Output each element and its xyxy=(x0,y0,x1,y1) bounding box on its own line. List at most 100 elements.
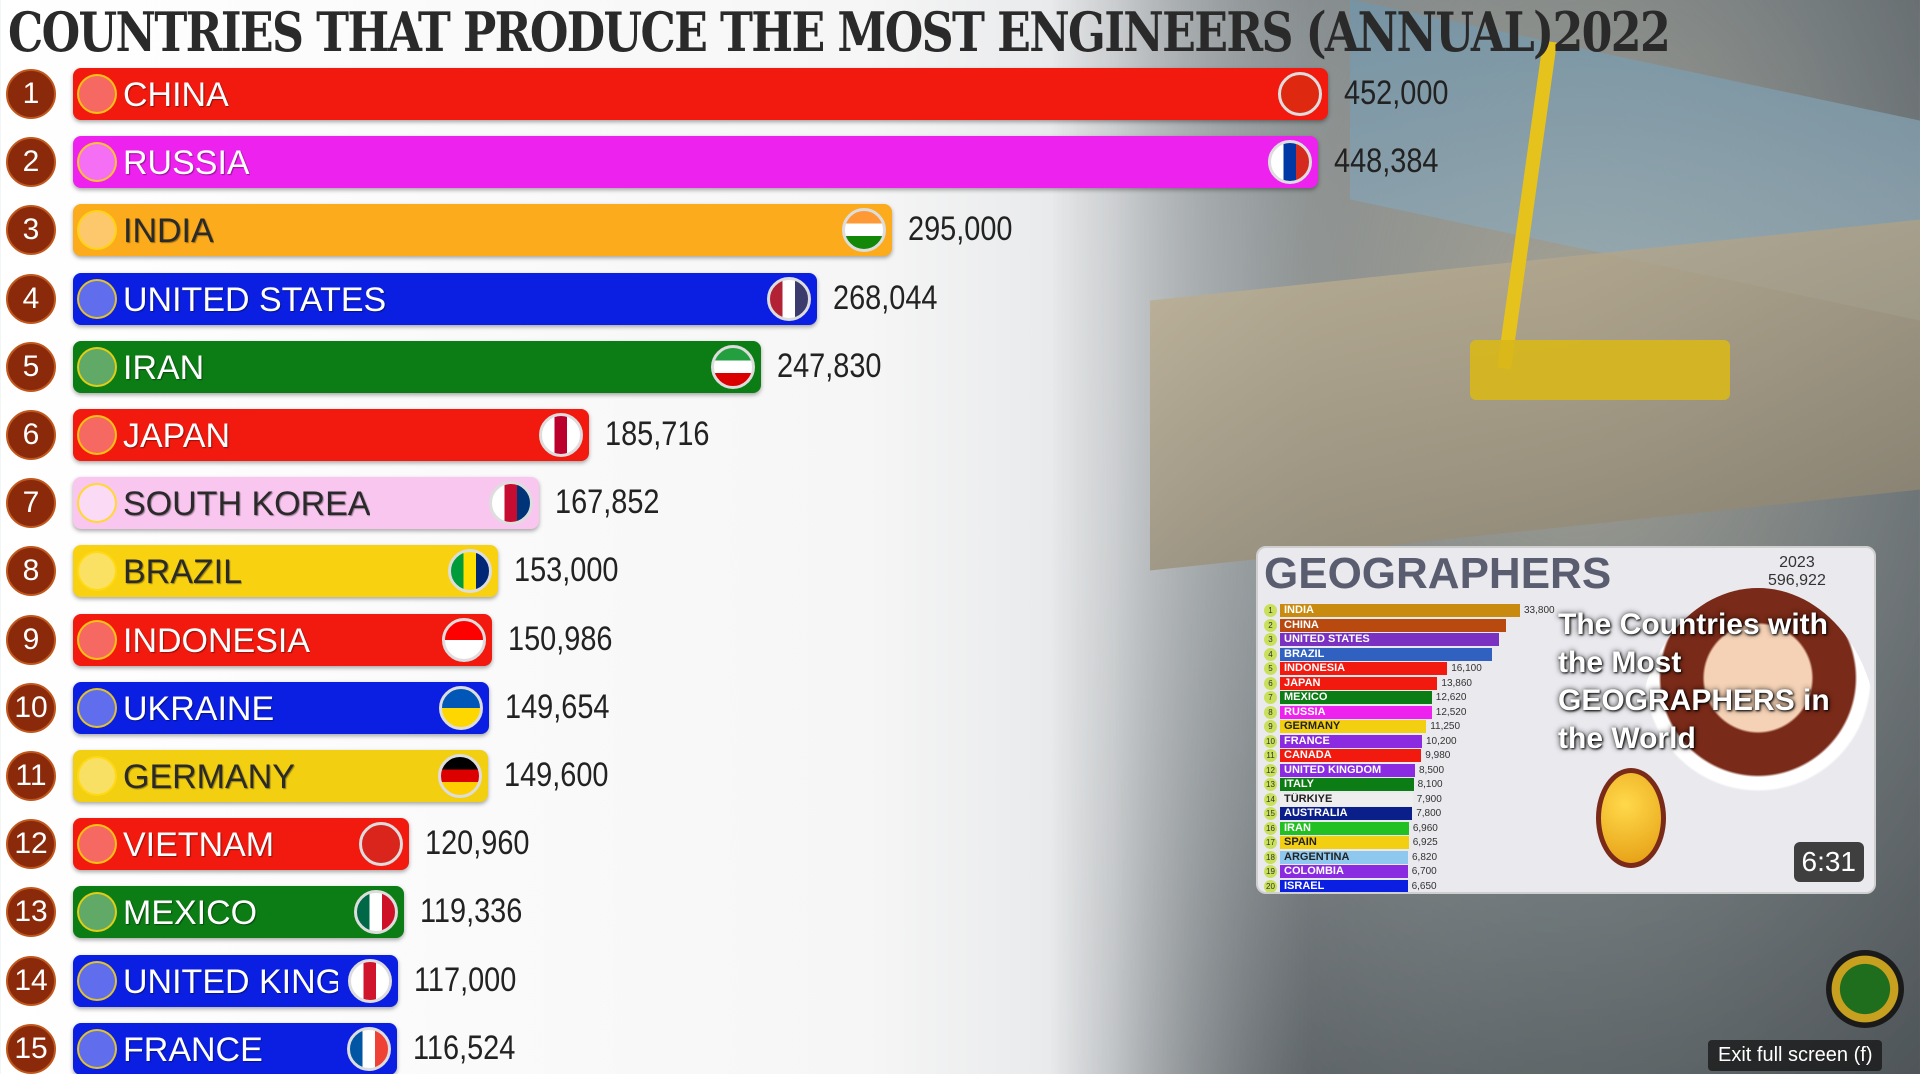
country-label: MEXICO xyxy=(123,894,258,933)
mini-rank: 19 xyxy=(1264,865,1277,878)
flag-icon xyxy=(538,413,583,457)
flag-icon xyxy=(1278,72,1322,116)
chart-row: 4 UNITED STATES 268,044 xyxy=(0,271,1400,327)
mini-bar: ISRAEL xyxy=(1280,879,1408,892)
value-label: 167,852 xyxy=(555,483,660,522)
mini-rank: 8 xyxy=(1264,705,1277,719)
flag-icon xyxy=(489,481,534,526)
bar: RUSSIA xyxy=(73,136,1318,189)
national-emblem-icon xyxy=(77,619,117,660)
chart-row: 11 GERMANY 149,600 xyxy=(0,748,1400,804)
mini-rank: 12 xyxy=(1264,763,1277,777)
national-emblem-icon xyxy=(77,415,117,455)
mini-bar: ARGENTINA xyxy=(1280,850,1408,864)
mini-bar: CHINA xyxy=(1280,618,1506,632)
flag-icon xyxy=(438,685,483,730)
mini-value: 9,980 xyxy=(1425,750,1451,761)
channel-logo-icon[interactable] xyxy=(1826,950,1904,1028)
bar: UKRAINE xyxy=(73,681,489,734)
bar: BRAZIL xyxy=(73,545,498,598)
mini-rank: 14 xyxy=(1264,792,1277,806)
mini-value: 13,860 xyxy=(1441,677,1472,689)
value-label: 150,986 xyxy=(508,619,613,658)
bar: UNITED STATES xyxy=(73,272,818,325)
mini-rank: 4 xyxy=(1264,647,1277,661)
value-label: 117,000 xyxy=(413,960,517,999)
chart-row: 2 RUSSIA 448,384 xyxy=(0,134,1438,190)
value-label: 247,830 xyxy=(777,346,882,385)
flag-icon xyxy=(767,276,812,321)
national-emblem-icon xyxy=(77,278,117,319)
mini-value: 6,960 xyxy=(1412,822,1438,834)
value-label: 185,716 xyxy=(604,415,710,453)
value-label: 116,524 xyxy=(412,1028,515,1067)
country-label: UNITED STATES xyxy=(123,280,387,319)
thumbnail-total: 596,922 xyxy=(1768,572,1826,589)
rank-badge: 11 xyxy=(6,751,56,801)
rank-badge: 6 xyxy=(6,410,56,460)
mini-rank: 20 xyxy=(1264,879,1277,892)
country-label: UNITED KINGDOM xyxy=(123,962,338,1001)
chart-row: 12 VIETNAM 120,960 xyxy=(0,816,1400,872)
country-label: SOUTH KOREA xyxy=(123,485,371,524)
chart-row: 1 CHINA 452,000 xyxy=(0,66,1448,122)
flag-icon xyxy=(347,958,392,1003)
truck-background xyxy=(1470,340,1730,400)
bar: VIETNAM xyxy=(73,818,409,871)
bar: INDIA xyxy=(73,204,893,257)
value-label: 149,654 xyxy=(504,687,609,726)
country-label: FRANCE xyxy=(123,1030,263,1069)
mini-bar: INDIA xyxy=(1280,604,1520,617)
bar: CHINA xyxy=(73,68,1328,120)
mini-rank: 1 xyxy=(1264,604,1277,617)
chart-row: 5 IRAN 247,830 xyxy=(0,339,1400,395)
value-label: 120,960 xyxy=(424,824,530,863)
chart-row: 8 BRAZIL 153,000 xyxy=(0,543,1400,599)
mini-bar: BRAZIL xyxy=(1280,647,1492,661)
video-title[interactable]: The Countries with the Most GEOGRAPHERS … xyxy=(1558,606,1870,758)
mini-value: 16,100 xyxy=(1451,663,1482,674)
national-emblem-icon xyxy=(77,74,117,114)
cartoon-kid-illustration xyxy=(1638,588,1874,888)
mini-rank: 3 xyxy=(1264,633,1277,646)
mini-bar: INDONESIA xyxy=(1280,662,1448,675)
mini-bar: CANADA xyxy=(1280,749,1422,762)
national-emblem-icon xyxy=(77,756,117,796)
mini-bar: RUSSIA xyxy=(1280,705,1432,719)
thumbnail-year-text: 2023 xyxy=(1779,554,1815,571)
country-label: INDONESIA xyxy=(123,621,311,660)
country-label: GERMANY xyxy=(123,758,295,796)
mini-value: 6,820 xyxy=(1412,851,1438,863)
rank-badge: 2 xyxy=(6,137,56,188)
value-label: 452,000 xyxy=(1344,74,1449,112)
mini-bar: COLOMBIA xyxy=(1280,865,1408,878)
national-emblem-icon xyxy=(77,824,117,865)
mini-value: 7,800 xyxy=(1416,808,1442,819)
mini-rank: 15 xyxy=(1264,807,1277,820)
country-label: CHINA xyxy=(123,76,229,114)
chart-row: 3 INDIA 295,000 xyxy=(0,202,1400,258)
national-emblem-icon xyxy=(77,551,117,592)
mini-bar: ITALY xyxy=(1280,778,1414,791)
national-emblem-icon xyxy=(77,142,117,183)
mini-bar: MEXICO xyxy=(1280,691,1432,704)
mini-value: 6,700 xyxy=(1411,866,1437,877)
mini-value: 10,200 xyxy=(1426,735,1457,747)
mini-bar: IRAN xyxy=(1280,821,1409,835)
value-label: 295,000 xyxy=(908,210,1013,249)
suggested-video-card[interactable]: GEOGRAPHERS 2023 596,922 1 INDIA 33,800 2… xyxy=(1256,546,1876,894)
bar: UNITED KINGDOM xyxy=(73,954,398,1007)
mini-bar: UNITED KINGDOM xyxy=(1280,763,1415,777)
mini-rank: 7 xyxy=(1264,691,1277,704)
mini-bar: SPAIN xyxy=(1280,836,1409,849)
flag-icon xyxy=(346,1026,391,1071)
thumbnail-header: GEOGRAPHERS xyxy=(1264,549,1612,598)
flag-icon xyxy=(1267,140,1312,185)
mini-bar: GERMANY xyxy=(1280,720,1427,733)
value-label: 149,600 xyxy=(504,756,609,794)
country-label: IRAN xyxy=(123,348,205,387)
mini-rank: 13 xyxy=(1264,778,1277,791)
chart-row: 6 JAPAN 185,716 xyxy=(0,407,1400,463)
rank-badge: 7 xyxy=(6,478,56,529)
country-label: BRAZIL xyxy=(123,553,243,592)
